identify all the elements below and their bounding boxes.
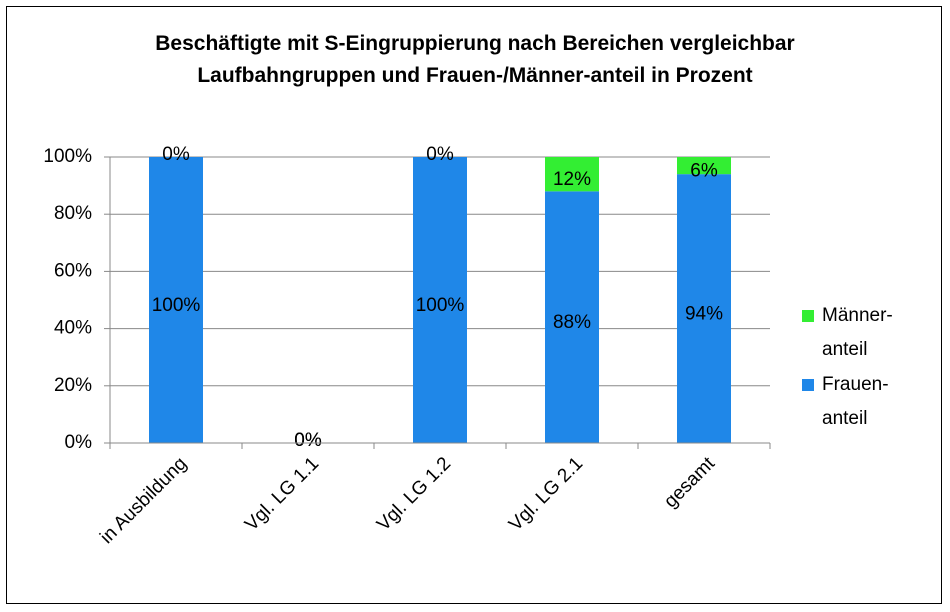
value-label: 0% [294,430,322,451]
value-label: 0% [162,144,190,165]
bar-segment [677,157,731,175]
value-label: 6% [690,161,718,182]
bar-segment [677,174,731,443]
chart-title: Beschäftigte mit S-Eingruppierung nach B… [155,32,795,87]
x-tick-label: Vgl. LG 2.1 [505,453,587,535]
x-tick-label: in Ausbildung [96,453,191,548]
x-tick-label: Vgl. LG 1.1 [241,453,323,535]
value-label: 0% [294,430,322,451]
legend-swatch [802,379,814,391]
value-label: 12% [553,169,591,190]
bar-segment [413,157,467,443]
y-tick-label: 0% [65,432,93,453]
value-label: 88% [553,312,591,333]
bar-segment [149,157,203,443]
value-label: 94% [685,304,723,325]
x-tick-label: Vgl. LG 1.2 [373,453,455,535]
y-tick-label: 40% [54,318,92,339]
legend-label: Männer-anteil [822,305,893,360]
value-label: 0% [426,144,454,165]
bar-segment [545,191,599,443]
y-tick-label: 80% [54,203,92,224]
bar-segment [545,157,599,192]
x-tick-label: gesamt [660,453,719,512]
y-tick-label: 100% [43,146,92,167]
y-tick-label: 20% [54,375,92,396]
legend-swatch [802,310,814,322]
y-tick-label: 60% [54,260,92,281]
value-label: 100% [416,295,465,316]
value-label: 100% [152,295,201,316]
chart-frame [6,6,942,604]
legend-label: Frauen-anteil [822,374,889,429]
